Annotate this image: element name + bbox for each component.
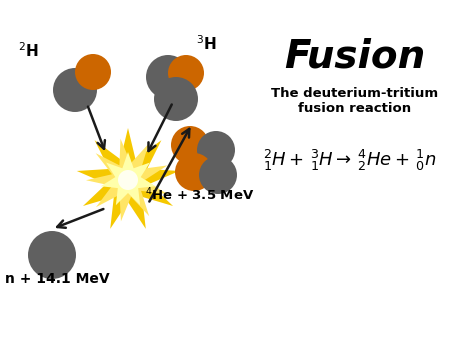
Text: $^2$H: $^2$H [18,41,39,60]
Circle shape [28,231,76,279]
Circle shape [154,77,198,121]
Circle shape [199,156,237,194]
Circle shape [175,153,213,191]
Text: $^4$He + 3.5 MeV: $^4$He + 3.5 MeV [145,186,254,203]
Text: n + 14.1 MeV: n + 14.1 MeV [5,272,109,286]
Polygon shape [77,128,179,229]
Circle shape [53,68,97,112]
Text: $^3$H: $^3$H [196,34,217,53]
Polygon shape [100,152,155,205]
Circle shape [171,126,209,164]
Circle shape [146,55,190,99]
Polygon shape [86,139,167,222]
Circle shape [118,170,138,190]
Text: $\mathit{\,^{2}_{1}H + \,^{3}_{1}H \rightarrow \,^{4}_{2}He + \,^{1}_{0}n}$: $\mathit{\,^{2}_{1}H + \,^{3}_{1}H \righ… [260,147,436,173]
Circle shape [75,54,111,90]
Circle shape [197,131,235,169]
Text: The deuterium-tritium
fusion reaction: The deuterium-tritium fusion reaction [272,87,438,115]
Circle shape [168,55,204,91]
Text: Fusion: Fusion [284,37,426,75]
